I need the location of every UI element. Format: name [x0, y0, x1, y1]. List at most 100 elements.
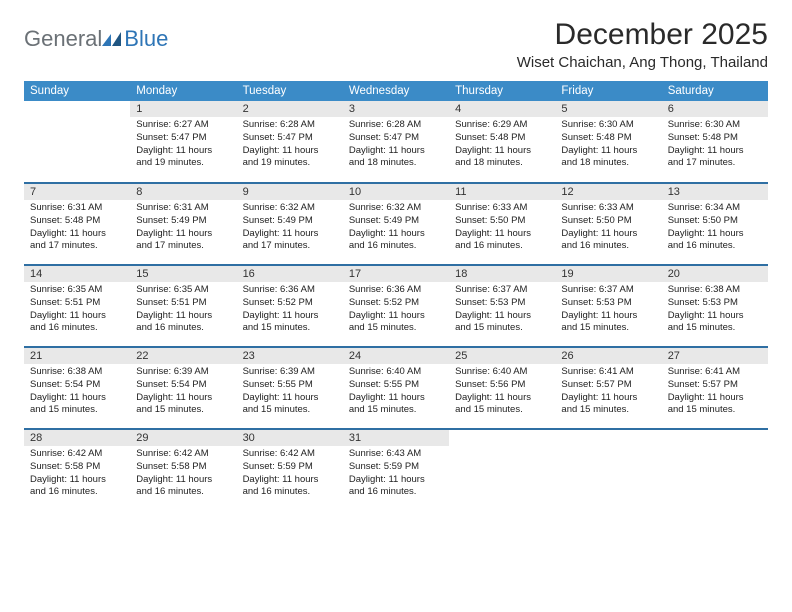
brand-mark-icon — [102, 30, 122, 48]
day-number: 16 — [237, 266, 343, 282]
day-number: 6 — [662, 101, 768, 117]
calendar-cell: 3Sunrise: 6:28 AMSunset: 5:47 PMDaylight… — [343, 101, 449, 183]
calendar-cell: 23Sunrise: 6:39 AMSunset: 5:55 PMDayligh… — [237, 347, 343, 429]
weekday-header: Monday — [130, 81, 236, 101]
day-detail: Sunrise: 6:36 AMSunset: 5:52 PMDaylight:… — [237, 282, 343, 339]
day-detail: Sunrise: 6:38 AMSunset: 5:53 PMDaylight:… — [662, 282, 768, 339]
day-detail: Sunrise: 6:37 AMSunset: 5:53 PMDaylight:… — [449, 282, 555, 339]
brand-logo: General Blue — [24, 18, 168, 52]
day-number: 21 — [24, 348, 130, 364]
day-number: 26 — [555, 348, 661, 364]
calendar-row: 7Sunrise: 6:31 AMSunset: 5:48 PMDaylight… — [24, 183, 768, 265]
day-number: 1 — [130, 101, 236, 117]
day-number: 18 — [449, 266, 555, 282]
calendar-cell: 31Sunrise: 6:43 AMSunset: 5:59 PMDayligh… — [343, 429, 449, 511]
calendar-cell: 15Sunrise: 6:35 AMSunset: 5:51 PMDayligh… — [130, 265, 236, 347]
day-detail: Sunrise: 6:33 AMSunset: 5:50 PMDaylight:… — [449, 200, 555, 257]
day-number: 9 — [237, 184, 343, 200]
day-detail: Sunrise: 6:40 AMSunset: 5:55 PMDaylight:… — [343, 364, 449, 421]
calendar-cell: .. — [555, 429, 661, 511]
month-title: December 2025 — [517, 18, 768, 52]
day-number: 11 — [449, 184, 555, 200]
page-header: General Blue December 2025 Wiset Chaicha… — [24, 18, 768, 77]
calendar-table: SundayMondayTuesdayWednesdayThursdayFrid… — [24, 81, 768, 511]
day-detail: Sunrise: 6:29 AMSunset: 5:48 PMDaylight:… — [449, 117, 555, 174]
day-detail: Sunrise: 6:31 AMSunset: 5:49 PMDaylight:… — [130, 200, 236, 257]
day-number: 29 — [130, 430, 236, 446]
day-detail: Sunrise: 6:39 AMSunset: 5:55 PMDaylight:… — [237, 364, 343, 421]
day-detail: Sunrise: 6:27 AMSunset: 5:47 PMDaylight:… — [130, 117, 236, 174]
day-number: 24 — [343, 348, 449, 364]
calendar-cell: 20Sunrise: 6:38 AMSunset: 5:53 PMDayligh… — [662, 265, 768, 347]
calendar-cell: 9Sunrise: 6:32 AMSunset: 5:49 PMDaylight… — [237, 183, 343, 265]
calendar-cell: 11Sunrise: 6:33 AMSunset: 5:50 PMDayligh… — [449, 183, 555, 265]
weekday-header: Thursday — [449, 81, 555, 101]
day-number: 15 — [130, 266, 236, 282]
day-number: 2 — [237, 101, 343, 117]
day-detail: Sunrise: 6:35 AMSunset: 5:51 PMDaylight:… — [130, 282, 236, 339]
day-detail: Sunrise: 6:35 AMSunset: 5:51 PMDaylight:… — [24, 282, 130, 339]
calendar-cell: 27Sunrise: 6:41 AMSunset: 5:57 PMDayligh… — [662, 347, 768, 429]
calendar-cell: 2Sunrise: 6:28 AMSunset: 5:47 PMDaylight… — [237, 101, 343, 183]
weekday-header-row: SundayMondayTuesdayWednesdayThursdayFrid… — [24, 81, 768, 101]
day-number: 27 — [662, 348, 768, 364]
day-number: 8 — [130, 184, 236, 200]
calendar-row: 28Sunrise: 6:42 AMSunset: 5:58 PMDayligh… — [24, 429, 768, 511]
calendar-cell: 12Sunrise: 6:33 AMSunset: 5:50 PMDayligh… — [555, 183, 661, 265]
day-number: 30 — [237, 430, 343, 446]
day-number: 10 — [343, 184, 449, 200]
day-detail: Sunrise: 6:41 AMSunset: 5:57 PMDaylight:… — [555, 364, 661, 421]
day-detail: Sunrise: 6:32 AMSunset: 5:49 PMDaylight:… — [237, 200, 343, 257]
day-detail: Sunrise: 6:39 AMSunset: 5:54 PMDaylight:… — [130, 364, 236, 421]
calendar-row: ..1Sunrise: 6:27 AMSunset: 5:47 PMDaylig… — [24, 101, 768, 183]
calendar-cell: 28Sunrise: 6:42 AMSunset: 5:58 PMDayligh… — [24, 429, 130, 511]
calendar-cell: 7Sunrise: 6:31 AMSunset: 5:48 PMDaylight… — [24, 183, 130, 265]
day-number: 22 — [130, 348, 236, 364]
calendar-cell: 30Sunrise: 6:42 AMSunset: 5:59 PMDayligh… — [237, 429, 343, 511]
brand-part2: Blue — [124, 26, 168, 52]
calendar-cell: 19Sunrise: 6:37 AMSunset: 5:53 PMDayligh… — [555, 265, 661, 347]
calendar-cell: 8Sunrise: 6:31 AMSunset: 5:49 PMDaylight… — [130, 183, 236, 265]
day-number: 5 — [555, 101, 661, 117]
day-detail: Sunrise: 6:28 AMSunset: 5:47 PMDaylight:… — [237, 117, 343, 174]
location-text: Wiset Chaichan, Ang Thong, Thailand — [517, 54, 768, 71]
calendar-cell: 17Sunrise: 6:36 AMSunset: 5:52 PMDayligh… — [343, 265, 449, 347]
calendar-cell: 1Sunrise: 6:27 AMSunset: 5:47 PMDaylight… — [130, 101, 236, 183]
day-detail: Sunrise: 6:42 AMSunset: 5:58 PMDaylight:… — [130, 446, 236, 503]
day-detail: Sunrise: 6:40 AMSunset: 5:56 PMDaylight:… — [449, 364, 555, 421]
weekday-header: Saturday — [662, 81, 768, 101]
day-number: 23 — [237, 348, 343, 364]
day-number: 4 — [449, 101, 555, 117]
weekday-header: Sunday — [24, 81, 130, 101]
day-number: 13 — [662, 184, 768, 200]
calendar-cell: 13Sunrise: 6:34 AMSunset: 5:50 PMDayligh… — [662, 183, 768, 265]
day-number: 31 — [343, 430, 449, 446]
day-detail: Sunrise: 6:32 AMSunset: 5:49 PMDaylight:… — [343, 200, 449, 257]
day-number: 3 — [343, 101, 449, 117]
day-number: 19 — [555, 266, 661, 282]
weekday-header: Tuesday — [237, 81, 343, 101]
calendar-cell: 26Sunrise: 6:41 AMSunset: 5:57 PMDayligh… — [555, 347, 661, 429]
day-detail: Sunrise: 6:30 AMSunset: 5:48 PMDaylight:… — [662, 117, 768, 174]
calendar-cell: 21Sunrise: 6:38 AMSunset: 5:54 PMDayligh… — [24, 347, 130, 429]
calendar-body: ..1Sunrise: 6:27 AMSunset: 5:47 PMDaylig… — [24, 101, 768, 511]
calendar-cell: 24Sunrise: 6:40 AMSunset: 5:55 PMDayligh… — [343, 347, 449, 429]
day-detail: Sunrise: 6:36 AMSunset: 5:52 PMDaylight:… — [343, 282, 449, 339]
calendar-row: 14Sunrise: 6:35 AMSunset: 5:51 PMDayligh… — [24, 265, 768, 347]
day-number: 7 — [24, 184, 130, 200]
calendar-cell: 29Sunrise: 6:42 AMSunset: 5:58 PMDayligh… — [130, 429, 236, 511]
day-number: 25 — [449, 348, 555, 364]
day-detail: Sunrise: 6:41 AMSunset: 5:57 PMDaylight:… — [662, 364, 768, 421]
day-number: 20 — [662, 266, 768, 282]
day-number: 17 — [343, 266, 449, 282]
calendar-cell: .. — [662, 429, 768, 511]
calendar-cell: 25Sunrise: 6:40 AMSunset: 5:56 PMDayligh… — [449, 347, 555, 429]
calendar-row: 21Sunrise: 6:38 AMSunset: 5:54 PMDayligh… — [24, 347, 768, 429]
calendar-cell: .. — [24, 101, 130, 183]
day-detail: Sunrise: 6:38 AMSunset: 5:54 PMDaylight:… — [24, 364, 130, 421]
day-detail: Sunrise: 6:34 AMSunset: 5:50 PMDaylight:… — [662, 200, 768, 257]
day-detail: Sunrise: 6:42 AMSunset: 5:59 PMDaylight:… — [237, 446, 343, 503]
calendar-cell: 14Sunrise: 6:35 AMSunset: 5:51 PMDayligh… — [24, 265, 130, 347]
weekday-header: Wednesday — [343, 81, 449, 101]
weekday-header: Friday — [555, 81, 661, 101]
